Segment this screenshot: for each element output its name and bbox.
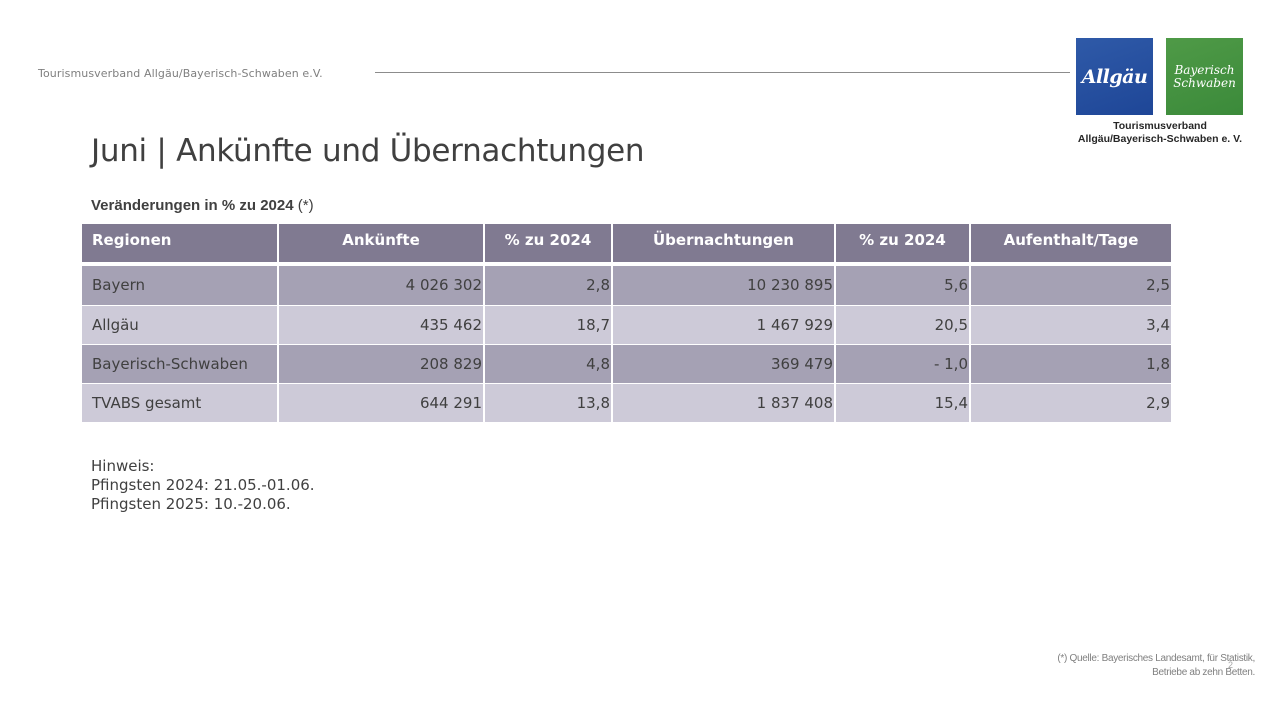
header-gap: [82, 262, 1172, 266]
cell-uebernachtungen-change: 20,5: [835, 305, 971, 345]
cell-aufenthalt: 3,4: [970, 305, 1173, 345]
column-header-ankuenfte: Ankünfte: [278, 224, 485, 262]
cell-ankuenfte: 4 026 302: [278, 266, 485, 306]
page-number: 2: [1228, 660, 1234, 670]
cell-aufenthalt: 1,8: [970, 344, 1173, 384]
cell-ankuenfte-change: 2,8: [484, 266, 613, 306]
cell-region: Allgäu: [82, 305, 279, 345]
bayerisch-schwaben-logo: Bayerisch Schwaben: [1166, 38, 1243, 115]
cell-aufenthalt: 2,9: [970, 383, 1173, 423]
hint-pfingsten-2024: Pfingsten 2024: 21.05.-01.06.: [91, 476, 315, 494]
column-header-aufenthalt: Aufenthalt/Tage: [970, 224, 1173, 262]
bayerisch-schwaben-logo-line1: Bayerisch: [1174, 62, 1235, 77]
hint-note: Hinweis: Pfingsten 2024: 21.05.-01.06. P…: [91, 457, 315, 514]
cell-ankuenfte: 644 291: [278, 383, 485, 423]
page-title: Juni | Ankünfte und Übernachtungen: [91, 133, 645, 169]
allgaeu-logo-text: Allgäu: [1081, 65, 1148, 88]
table-row: Allgäu 435 462 18,7 1 467 929 20,5 3,4: [82, 305, 1173, 345]
statistics-table: Regionen Ankünfte % zu 2024 Übernachtung…: [82, 224, 1173, 423]
table-row: Bayern 4 026 302 2,8 10 230 895 5,6 2,5: [82, 266, 1173, 306]
header-divider: [375, 72, 1070, 73]
cell-uebernachtungen: 1 467 929: [612, 305, 836, 345]
cell-aufenthalt: 2,5: [970, 266, 1173, 306]
logo-caption-line2: Allgäu/Bayerisch-Schwaben e. V.: [1077, 133, 1243, 145]
subtitle-bold: Veränderungen in % zu 2024: [91, 197, 294, 214]
bayerisch-schwaben-logo-line2: Schwaben: [1173, 75, 1236, 90]
cell-ankuenfte-change: 13,8: [484, 383, 613, 423]
cell-ankuenfte-change: 4,8: [484, 344, 613, 384]
allgaeu-logo: Allgäu: [1076, 38, 1153, 115]
table-header-row: Regionen Ankünfte % zu 2024 Übernachtung…: [82, 224, 1173, 262]
column-header-uebernachtungen: Übernachtungen: [612, 224, 836, 262]
cell-uebernachtungen-change: - 1,0: [835, 344, 971, 384]
source-footnote: (*) Quelle: Bayerisches Landesamt, für S…: [1057, 652, 1255, 680]
source-line1: (*) Quelle: Bayerisches Landesamt, für S…: [1057, 653, 1255, 664]
column-header-ankuenfte-change: % zu 2024: [484, 224, 613, 262]
table-row: TVABS gesamt 644 291 13,8 1 837 408 15,4…: [82, 383, 1173, 423]
cell-uebernachtungen: 1 837 408: [612, 383, 836, 423]
cell-uebernachtungen-change: 5,6: [835, 266, 971, 306]
logo-caption-line1: Tourismusverband: [1113, 120, 1207, 132]
logo-caption: Tourismusverband Allgäu/Bayerisch-Schwab…: [1060, 120, 1260, 146]
table-row: Bayerisch-Schwaben 208 829 4,8 369 479 -…: [82, 344, 1173, 384]
column-header-uebernachtungen-change: % zu 2024: [835, 224, 971, 262]
hint-title: Hinweis:: [91, 457, 155, 475]
column-header-regionen: Regionen: [82, 224, 279, 262]
cell-ankuenfte: 435 462: [278, 305, 485, 345]
cell-region: Bayerisch-Schwaben: [82, 344, 279, 384]
table-subtitle: Veränderungen in % zu 2024 (*): [91, 197, 314, 214]
cell-region: TVABS gesamt: [82, 383, 279, 423]
cell-ankuenfte: 208 829: [278, 344, 485, 384]
cell-uebernachtungen: 10 230 895: [612, 266, 836, 306]
cell-uebernachtungen-change: 15,4: [835, 383, 971, 423]
cell-ankuenfte-change: 18,7: [484, 305, 613, 345]
source-line2: Betriebe ab zehn Betten.: [1152, 667, 1255, 678]
subtitle-rest: (*): [293, 197, 314, 214]
cell-region: Bayern: [82, 266, 279, 306]
hint-pfingsten-2025: Pfingsten 2025: 10.-20.06.: [91, 495, 291, 513]
cell-uebernachtungen: 369 479: [612, 344, 836, 384]
organization-header: Tourismusverband Allgäu/Bayerisch-Schwab…: [38, 67, 323, 80]
